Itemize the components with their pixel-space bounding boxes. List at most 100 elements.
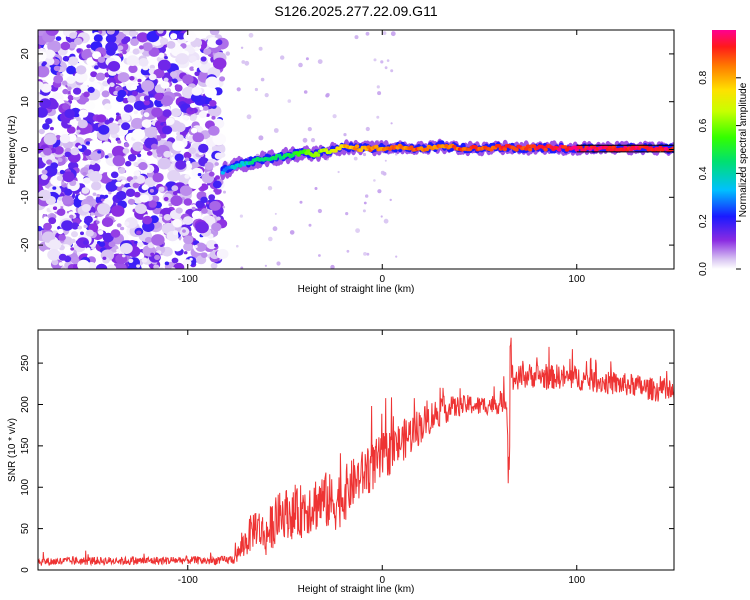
spectrogram-noise-cell [289,230,295,235]
spectrogram-noise-cell [106,47,116,56]
spectrogram-noise-cell [96,194,101,198]
spectrogram-noise-cell [267,186,273,191]
spectrogram-noise-cell [56,71,61,76]
spectrogram-noise-cell [136,264,141,268]
snr-axes: -100 0 100 0 50 100 150 200 250 [20,330,674,586]
spectrogram-noise-cell [363,252,367,256]
spectrogram-noise-cell [57,196,63,201]
spectrogram-noise-cell [200,252,208,258]
spectrogram-noise-cell [111,145,126,158]
spectrogram-noise-cell [117,119,124,124]
spectrogram-noise-cell [93,34,103,42]
spectrogram-noise-cell [380,60,384,64]
spectrogram-noise-cell [137,241,144,247]
spectrogram-noise-cell [260,77,265,82]
spectrogram-noise-cell [89,140,99,148]
spectrogram-noise-cell [337,170,340,174]
spectrogram-noise-cell [146,151,153,156]
spectrogram-noise-cell [142,42,153,52]
spectrogram-noise-cell [153,68,165,79]
spectrogram-noise-cell [223,190,226,194]
spectrogram-noise-cell [208,171,215,177]
spectrogram-noise-cell [132,90,138,96]
spectrogram-noise-cell [137,78,142,83]
spectrogram-noise-cell [105,181,118,192]
spectrogram-noise-cell [212,180,222,189]
spectrogram-noise-cell [123,142,130,148]
spectrogram-noise-cell [104,155,109,159]
spectrogram-noise-cell [145,236,153,244]
spectrogram-noise-cell [67,94,75,101]
spectrogram-noise-cell [239,214,243,218]
spectrogram-noise-cell [87,86,95,93]
spectrogram-noise-cell [78,194,86,201]
spectrogram-track-cell [514,147,519,152]
spectrogram-noise-cell [98,124,110,135]
spectrogram-noise-cell [382,31,387,35]
spectrogram-noise-cell [90,160,96,166]
spectrogram-noise-cell [170,71,178,78]
spectrogram-noise-cell [209,100,217,107]
snr-ytick-label: 250 [20,354,31,371]
spectrogram-noise-cell [41,174,48,180]
snr-ytick-label: 0 [20,567,31,573]
spectrogram-xtick-label: 100 [568,274,585,285]
spectrogram-noise-cell [191,210,202,219]
spectrogram-noise-cell [45,30,59,36]
spectrogram-noise-cell [127,95,136,103]
spectrogram-noise-cell [95,72,106,81]
spectrogram-noise-cell [116,223,122,228]
spectrogram-noise-cell [154,254,161,260]
spectrogram-track-cell [502,147,507,152]
spectrogram-marks [38,30,674,269]
spectrogram-noise-cell [107,61,121,72]
spectrogram-noise-cell [264,264,267,267]
snr-ytick-label: 50 [20,523,31,535]
spectrogram-noise-cell [111,205,125,217]
spectrogram-noise-cell [38,189,51,201]
spectrogram-noise-cell [61,181,65,185]
spectrogram-noise-cell [173,262,185,269]
spectrogram-track-cell [354,144,360,149]
spectrogram-noise-cell [85,229,94,237]
spectrogram-noise-cell [236,87,241,92]
colorbar-tick-label: 0.8 [698,70,709,84]
spectrogram-noise-cell [317,208,322,214]
spectrogram-noise-cell [91,181,102,191]
spectrogram-noise-cell [59,134,71,144]
spectrogram-noise-cell [120,180,127,185]
snr-xtick-label: 100 [568,575,585,586]
spectrogram-noise-cell [125,188,136,197]
spectrogram-noise-cell [48,239,62,251]
spectrogram-noise-cell [132,141,144,152]
spectrogram-noise-cell [183,235,194,245]
spectrogram-noise-cell [204,162,214,170]
spectrogram-noise-cell [216,248,229,260]
spectrogram-noise-cell [122,148,130,154]
spectrogram-noise-cell [60,41,71,51]
spectrogram-noise-cell [42,123,50,130]
spectrogram-noise-cell [50,162,58,169]
spectrogram-noise-cell [182,74,194,85]
spectrogram-noise-cell [78,145,83,149]
spectrogram-noise-cell [143,100,150,106]
spectrogram-noise-cell [191,206,196,211]
spectrogram-noise-cell [302,137,308,143]
snr-frame [37,329,675,571]
spectrogram-noise-cell [97,240,101,245]
spectrogram-noise-cell [176,132,180,136]
spectrogram-noise-cell [365,194,369,198]
spectrogram-noise-cell [128,258,134,263]
spectrogram-noise-cell [165,117,175,126]
spectrogram-noise-cell [373,179,376,182]
spectrogram-noise-cell [106,264,117,269]
spectrogram-noise-cell [355,228,360,234]
spectrogram-noise-cell [120,243,133,254]
spectrogram-noise-cell [264,93,269,98]
spectrogram-noise-cell [94,65,99,70]
spectrogram-noise-cell [191,114,198,120]
spectrogram-noise-cell [62,103,70,111]
spectrogram-noise-cell [272,226,278,232]
spectrogram-noise-cell [377,189,382,194]
spectrogram-noise-cell [384,159,387,162]
